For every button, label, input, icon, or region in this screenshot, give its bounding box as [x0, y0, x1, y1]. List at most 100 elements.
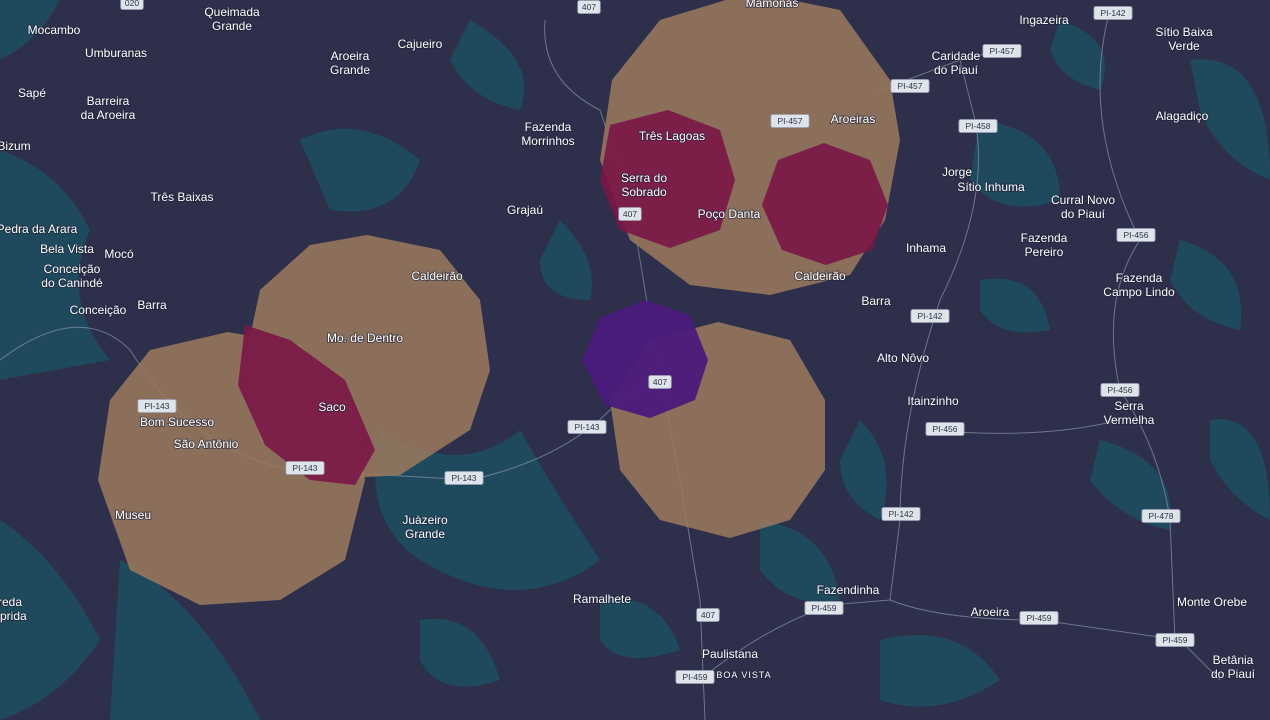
road-shield: PI-459	[804, 601, 844, 615]
shield-label: PI-142	[888, 509, 913, 519]
road-shield: PI-143	[137, 399, 177, 413]
place-label: Cajueiro	[398, 37, 443, 51]
place-label: Itainzinho	[907, 394, 959, 408]
place-label: Campo Lindo	[1103, 285, 1175, 299]
place-label: Três Lagoas	[639, 129, 705, 143]
shield-label: PI-456	[1107, 385, 1132, 395]
shield-label: PI-456	[932, 424, 957, 434]
shield-label: PI-142	[917, 311, 942, 321]
road-shields: 020 407 PI-142 PI-457 PI-457 PI-457 PI-458 407 P…	[120, 0, 1195, 684]
place-label: Paulistana	[702, 647, 758, 661]
road-shield: PI-457	[890, 79, 930, 93]
place-label: Ingazeira	[1019, 13, 1069, 27]
shield-background	[1019, 611, 1059, 625]
shield-label: 407	[701, 610, 715, 620]
road-shield: PI-459	[1019, 611, 1059, 625]
shield-label: 407	[623, 209, 637, 219]
shield-label: PI-142	[1100, 8, 1125, 18]
place-label: Conceição	[44, 262, 101, 276]
place-label: Caridade	[932, 49, 981, 63]
shield-background	[444, 471, 484, 485]
shield-background	[618, 207, 642, 221]
place-label: Pedra da Arara	[0, 222, 78, 236]
shield-label: PI-143	[574, 422, 599, 432]
place-label: Queimada	[204, 5, 260, 19]
shield-background	[804, 601, 844, 615]
place-label: São Antônio	[174, 437, 239, 451]
road-shield: 407	[577, 0, 601, 14]
shield-label: PI-143	[292, 463, 317, 473]
place-label: Vermelha	[1104, 413, 1155, 427]
shield-background	[577, 0, 601, 14]
place-label: do Piauí	[1211, 667, 1256, 681]
place-label: Sítio Baixa	[1155, 25, 1213, 39]
shield-label: 407	[582, 2, 596, 12]
shield-background	[1155, 633, 1195, 647]
shield-background	[1100, 383, 1140, 397]
place-label: do Canindé	[41, 276, 103, 290]
shield-label: PI-459	[682, 672, 707, 682]
shield-label: PI-457	[989, 46, 1014, 56]
place-label: Serra	[1114, 399, 1144, 413]
place-label: Caldeirão	[411, 269, 463, 283]
place-label: Bizum	[0, 139, 31, 153]
road-shield: PI-459	[1155, 633, 1195, 647]
place-label: Betânia	[1213, 653, 1254, 667]
place-label: Umburanas	[85, 46, 147, 60]
shield-label: PI-456	[1123, 230, 1148, 240]
place-label: Sapé	[18, 86, 46, 100]
place-label: Caldeirão	[794, 269, 846, 283]
shield-background	[982, 44, 1022, 58]
shield-label: 020	[125, 0, 139, 8]
place-label: Grajaú	[507, 203, 543, 217]
place-label: Jorge	[942, 165, 972, 179]
shield-background	[675, 670, 715, 684]
road-shield: 407	[696, 608, 720, 622]
place-label: Grande	[212, 19, 252, 33]
road-shield: 020	[120, 0, 144, 10]
road-shield: PI-456	[925, 422, 965, 436]
shield-label: PI-143	[144, 401, 169, 411]
place-label: BOA VISTA	[716, 670, 771, 680]
shield-background	[910, 309, 950, 323]
place-label: Bela Vista	[40, 242, 94, 256]
shield-background	[137, 399, 177, 413]
place-label: Aroeiras	[831, 112, 876, 126]
place-label: Museu	[115, 508, 151, 522]
place-label: Mo. de Dentro	[327, 331, 403, 345]
place-label: Conceição	[70, 303, 127, 317]
place-label: Bom Sucesso	[140, 415, 214, 429]
place-label: Poço Danta	[698, 207, 761, 221]
road-shield: PI-142	[910, 309, 950, 323]
road-shield: 407	[648, 375, 672, 389]
shield-background	[890, 79, 930, 93]
place-label: Ramalhete	[573, 592, 631, 606]
road-shield: PI-459	[675, 670, 715, 684]
shield-label: PI-143	[451, 473, 476, 483]
road-shield: PI-456	[1116, 228, 1156, 242]
place-label: da Aroeira	[81, 108, 136, 122]
shield-background	[567, 420, 607, 434]
place-label: Alto Nôvo	[877, 351, 929, 365]
shield-label: PI-458	[965, 121, 990, 131]
road-shield: PI-456	[1100, 383, 1140, 397]
place-label: Morrinhos	[521, 134, 574, 148]
place-label: Pereiro	[1025, 245, 1064, 259]
place-label: Fazenda	[1116, 271, 1163, 285]
shield-background	[958, 119, 998, 133]
shield-label: PI-459	[1026, 613, 1051, 623]
shield-label: PI-457	[777, 116, 802, 126]
place-label: Monte Orebe	[1177, 595, 1247, 609]
shield-label: PI-459	[811, 603, 836, 613]
shield-background	[648, 375, 672, 389]
place-label: Mamonas	[746, 0, 799, 10]
place-label: Três Baixas	[151, 190, 214, 204]
shield-background	[696, 608, 720, 622]
place-label: Grande	[330, 63, 370, 77]
place-label: Juàzeiro	[402, 513, 448, 527]
road-shield: PI-142	[881, 507, 921, 521]
shield-background	[1141, 509, 1181, 523]
place-label: reda	[0, 595, 22, 609]
place-label: Barra	[861, 294, 891, 308]
